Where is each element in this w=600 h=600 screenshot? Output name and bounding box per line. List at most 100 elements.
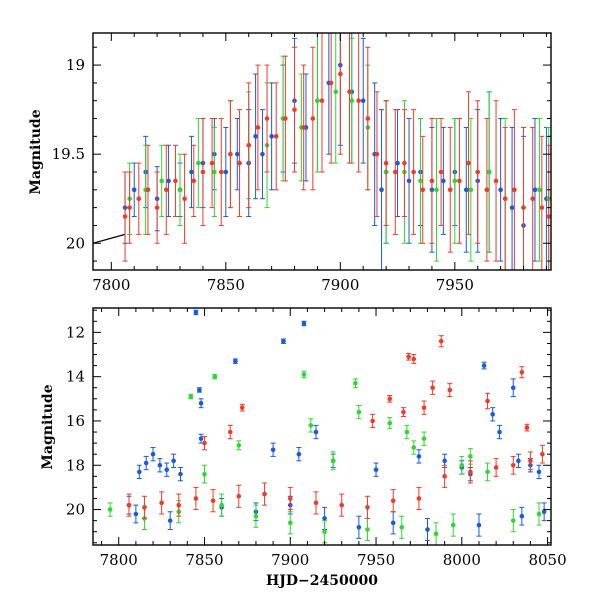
top-red-point [163, 187, 169, 193]
bottom-blue-point [356, 524, 362, 530]
bottom-red-point [193, 496, 199, 501]
bottom-green-point [404, 429, 410, 435]
top-red-point [292, 107, 297, 112]
bottom-green-point [236, 443, 242, 448]
bottom-green-point [485, 469, 490, 475]
top-red-point [502, 196, 508, 202]
top-blue-point [509, 205, 515, 210]
bottom-blue-point [197, 387, 202, 393]
top-blue-point [360, 98, 366, 104]
top-red-point [484, 187, 490, 193]
bottom-y-axis-title: Magnitude [40, 384, 56, 469]
bottom-blue-point [373, 467, 379, 472]
top-y-tick-label: 19.5 [52, 145, 85, 163]
top-blue-point [223, 169, 229, 175]
bottom-blue-point [178, 471, 183, 477]
bottom-green-point [287, 520, 293, 526]
bottom-red-point [438, 338, 444, 344]
top-red-point [530, 196, 535, 202]
top-red-point [191, 178, 197, 184]
top-red-point [182, 196, 187, 202]
top-blue-point [532, 187, 538, 193]
bottom-blue-point [390, 520, 396, 526]
bottom-blue-point [198, 400, 204, 406]
top-green-point [418, 178, 423, 184]
bottom-red-point [485, 398, 490, 404]
bottom-green-point [107, 507, 113, 512]
bottom-blue-point [296, 451, 302, 457]
bottom-green-point [468, 454, 473, 459]
bottom-red-point [421, 405, 427, 410]
top-blue-point [406, 178, 412, 184]
top-green-point [537, 187, 542, 193]
top-blue-point [395, 160, 400, 166]
bottom-green-point [301, 372, 307, 377]
top-red-point [255, 125, 261, 130]
top-red-point [246, 142, 252, 148]
top-blue-point [189, 169, 194, 175]
bottom-y-tick-label: 16 [66, 412, 85, 430]
bottom-green-point [536, 511, 542, 517]
bottom-y-tick-label: 18 [66, 456, 85, 474]
bottom-red-point [210, 498, 216, 504]
bottom-ticks: 7800 7850 7900 7950 8000 8050 12 14 16 18 20 [66, 308, 567, 569]
bottom-red-point [401, 409, 406, 415]
top-red-point [301, 125, 306, 130]
top-green-point [452, 178, 458, 184]
bottom-red-point [430, 385, 435, 391]
bottom-blue-point [510, 385, 516, 391]
top-red-point [383, 160, 389, 166]
bottom-red-point [447, 387, 453, 393]
bottom-blue-point [416, 454, 422, 459]
bottom-red-point [287, 496, 293, 501]
top-red-point [310, 116, 316, 121]
bottom-green-point [411, 445, 417, 450]
top-x-tick-label: 7950 [436, 276, 474, 294]
bottom-blue-point [193, 310, 199, 315]
bottom-x-tick-label: 8050 [528, 551, 566, 569]
top-green-point [468, 187, 474, 193]
bottom-red-point [411, 356, 417, 362]
bottom-green-point [387, 420, 393, 426]
bottom-blue-point [171, 458, 176, 464]
bottom-red-point [416, 496, 422, 501]
top-red-point [356, 98, 361, 104]
bottom-blue-point [490, 412, 495, 417]
bottom-blue-point [164, 467, 170, 472]
top-plot-area [93, 33, 551, 270]
top-y-axis-title: Magnitude [28, 109, 44, 194]
top-red-point [173, 178, 178, 184]
top-blue-point [253, 134, 258, 139]
bottom-blue-point [150, 451, 156, 457]
top-blue-point [441, 178, 446, 184]
top-model-curve [93, 233, 126, 244]
bottom-blue-point [442, 458, 447, 464]
bottom-red-point [239, 405, 245, 410]
bottom-x-tick-label: 7850 [185, 551, 223, 569]
top-red-point [154, 205, 160, 210]
top-red-point [402, 160, 407, 166]
bottom-green-point [421, 436, 427, 441]
bottom-blue-point [536, 469, 542, 475]
top-red-point [447, 187, 453, 193]
top-red-point [347, 89, 352, 95]
top-green-point [349, 98, 355, 104]
top-x-tick-label: 7850 [207, 276, 245, 294]
bottom-red-point [227, 429, 233, 435]
bottom-green-point [433, 531, 439, 537]
bottom-blue-point [270, 447, 276, 453]
bottom-red-point [236, 493, 242, 499]
top-red-point [420, 187, 426, 193]
bottom-x-tick-label: 7900 [271, 551, 309, 569]
bottom-green-point [510, 518, 516, 523]
top-ticks: 7800 7850 7900 7950 19 19.5 20 [52, 33, 551, 294]
top-red-point [328, 80, 334, 86]
bottom-y-tick-label: 20 [66, 501, 85, 519]
bottom-blue-point [167, 518, 173, 523]
top-green-point [196, 160, 201, 166]
bottom-green-point [356, 409, 362, 415]
top-red-point [283, 116, 288, 121]
bottom-x-tick-label: 8000 [443, 551, 481, 569]
bottom-red-point [159, 500, 164, 506]
